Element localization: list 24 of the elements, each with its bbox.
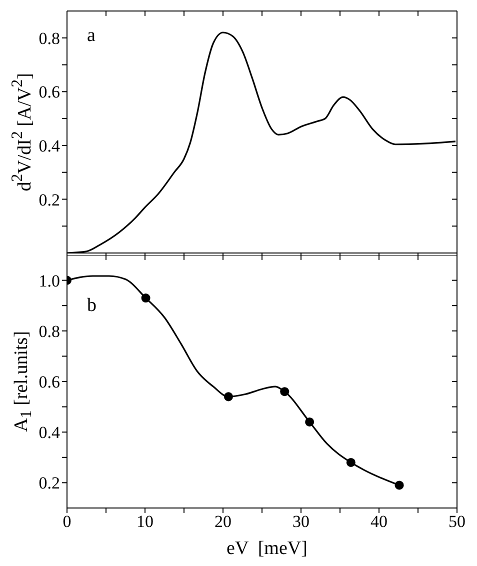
- y-tick-label: 0.2: [38, 474, 60, 493]
- point: [346, 458, 356, 467]
- x-tick-label: 50: [448, 512, 466, 532]
- x-tick-label: 30: [292, 512, 310, 532]
- x-tick-label: 20: [214, 512, 232, 532]
- x-tick-label: 10: [136, 512, 154, 532]
- point: [280, 387, 290, 396]
- annotation: a: [87, 25, 96, 47]
- x-axis-title: eV [meV]: [226, 538, 308, 560]
- point: [305, 417, 314, 426]
- point: [141, 294, 150, 303]
- y-tick-label: 0.4: [38, 136, 60, 156]
- y-tick-label: 0.6: [38, 82, 60, 102]
- x-tick-label: 0: [62, 512, 72, 532]
- x-tick-label: 40: [370, 512, 388, 532]
- point: [224, 392, 233, 402]
- y-tick-label: 0.8: [38, 322, 60, 341]
- y-tick-label: 0.4: [38, 423, 60, 442]
- annotation: b: [87, 295, 96, 317]
- y-tick-label: 0.8: [38, 28, 60, 48]
- y-tick-label: 0.2: [38, 190, 60, 210]
- point: [394, 480, 404, 490]
- y-tick-label: 0.6: [38, 372, 60, 392]
- y-tick-label: 1.0: [38, 271, 60, 290]
